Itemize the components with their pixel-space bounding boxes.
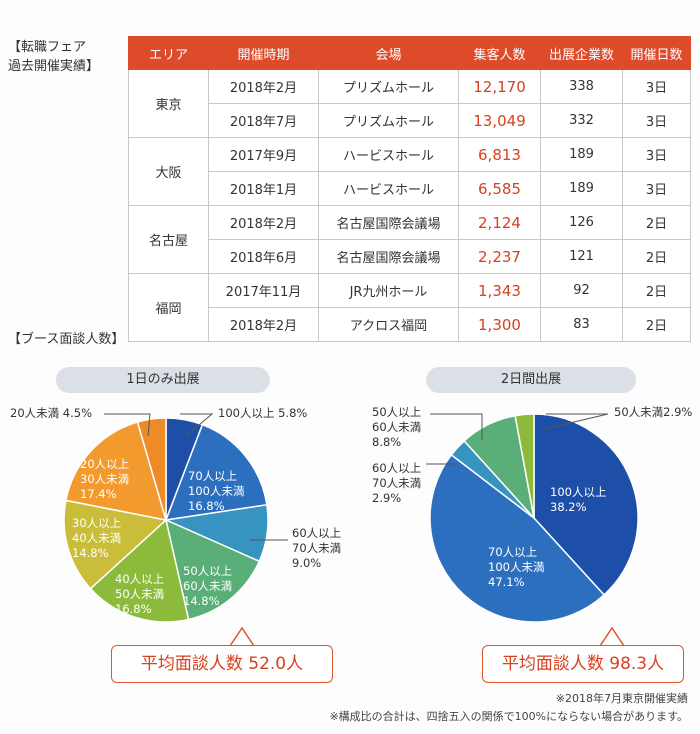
area-cell: 東京: [128, 69, 209, 138]
pie1-label-6: 20人以上 30人未満 17.4%: [80, 457, 129, 501]
visitors-cell: 12,170: [458, 69, 541, 104]
exhibitors-cell: 83: [540, 307, 623, 342]
venue-cell: プリズムホール: [318, 69, 459, 104]
pie1-slice-3: [164, 518, 261, 621]
days-cell: 3日: [622, 69, 691, 104]
pie1-leader-0: [180, 413, 214, 437]
date-cell: 2018年1月: [208, 171, 319, 206]
area-cell: 福岡: [128, 273, 209, 342]
pie2-label-1: 70人以上 100人未満 47.1%: [488, 545, 544, 589]
table-row: 2018年2月 アクロス福岡 1,300 83 2日: [129, 307, 691, 342]
chart2-average: 平均面談人数 98.3人: [482, 645, 684, 683]
days-cell: 2日: [622, 307, 691, 342]
table-row: 大阪 2017年9月 ハービスホール 6,813 189 3日: [128, 137, 691, 206]
venue-cell: 名古屋国際会議場: [318, 205, 459, 240]
history-section-title: 【転職フェア 過去開催実績】: [8, 40, 100, 74]
area-cell: 大阪: [128, 137, 209, 206]
table-row: 福岡 2017年11月 JR九州ホール 1,343 92 2日: [128, 273, 691, 342]
chart1-average: 平均面談人数 52.0人: [111, 645, 333, 683]
exhibitors-cell: 126: [540, 205, 623, 240]
pie1-callout-pointer: [229, 626, 255, 647]
note-source: ※2018年7月東京開催実績: [555, 692, 688, 705]
visitors-cell: 6,813: [458, 137, 541, 172]
pie1-label-0: 100人以上 5.8%: [218, 406, 307, 420]
pie2-label-0: 100人以上 38.2%: [550, 485, 606, 514]
pie2-leader-4: [539, 413, 609, 431]
pie1-label-4: 40人以上 50人未満 16.8%: [115, 572, 164, 616]
pie2-label-3: 50人以上 60人未満 8.8%: [372, 405, 421, 449]
table-row: 2018年7月 プリズムホール 13,049 332 3日: [129, 103, 691, 138]
pie1-label-1: 70人以上 100人未満 16.8%: [188, 469, 244, 513]
pie1-label-7: 20人未満 4.5%: [10, 406, 92, 420]
history-table-header: エリア 開催時期 会場 集客人数 出展企業数 開催日数: [128, 36, 691, 70]
pie1-leader-7: [104, 413, 151, 437]
header-days: 開催日数: [622, 36, 691, 70]
table-row: 東京 2018年2月 プリズムホール 12,170 338 3日: [128, 69, 691, 138]
venue-cell: プリズムホール: [318, 103, 459, 138]
note-rounding: ※構成比の合計は、四捨五入の関係で100%にならない場合があります。: [329, 710, 688, 723]
pie1-slice-1: [164, 423, 268, 521]
date-cell: 2018年2月: [208, 307, 319, 342]
pie1-label-3: 50人以上 60人未満 14.8%: [183, 564, 232, 608]
days-cell: 2日: [622, 239, 691, 274]
pie1-label-2: 60人以上 70人未満 9.0%: [292, 526, 341, 570]
pie2-slice-4: [514, 413, 535, 519]
date-cell: 2018年7月: [208, 103, 319, 138]
pie2-leader-3: [430, 413, 483, 440]
pie1-slice-4: [89, 518, 190, 623]
visitors-cell: 6,585: [458, 171, 541, 206]
venue-cell: ハービスホール: [318, 171, 459, 206]
pie2-slice-0: [533, 413, 639, 596]
date-cell: 2018年2月: [208, 205, 319, 240]
pie2-label-2: 60人以上 70人未満 2.9%: [372, 461, 421, 505]
table-row: 2018年1月 ハービスホール 6,585 189 3日: [129, 171, 691, 206]
history-table: エリア 開催時期 会場 集客人数 出展企業数 開催日数 東京 2018年2月 プリズ…: [128, 36, 691, 342]
pie2-callout-pointer: [599, 626, 625, 647]
header-venue: 会場: [318, 36, 459, 70]
pie2-slice-1: [429, 453, 606, 623]
chart1-title: 1日のみ出展: [56, 367, 270, 393]
visitors-cell: 1,300: [458, 307, 541, 342]
days-cell: 3日: [622, 103, 691, 138]
pie1-slice-7: [136, 417, 167, 521]
visitors-cell: 2,237: [458, 239, 541, 274]
header-exhibitors: 出展企業数: [540, 36, 623, 70]
visitors-cell: 1,343: [458, 273, 541, 308]
venue-cell: アクロス福岡: [318, 307, 459, 342]
header-visitors: 集客人数: [458, 36, 541, 70]
days-cell: 2日: [622, 205, 691, 240]
header-area: エリア: [128, 36, 209, 70]
exhibitors-cell: 121: [540, 239, 623, 274]
header-date: 開催時期: [208, 36, 319, 70]
area-cell: 名古屋: [128, 205, 209, 274]
date-cell: 2017年11月: [208, 273, 319, 308]
pie1-slice-5: [63, 499, 168, 590]
pie1-label-5: 30人以上 40人未満 14.8%: [72, 516, 121, 560]
pie2-label-4: 50人未満2.9%: [614, 405, 692, 419]
exhibitors-cell: 92: [540, 273, 623, 308]
exhibitors-cell: 338: [540, 69, 623, 104]
chart2-title: 2日間出展: [426, 367, 636, 393]
pie1-slice-6: [65, 421, 168, 521]
visitors-cell: 13,049: [458, 103, 541, 138]
days-cell: 2日: [622, 273, 691, 308]
exhibitors-cell: 189: [540, 171, 623, 206]
booth-section-title: 【ブース面談人数】: [8, 332, 125, 347]
venue-cell: JR九州ホール: [318, 273, 459, 308]
table-row: 名古屋 2018年2月 名古屋国際会議場 2,124 126 2日: [128, 205, 691, 274]
days-cell: 3日: [622, 171, 691, 206]
visitors-cell: 2,124: [458, 205, 541, 240]
